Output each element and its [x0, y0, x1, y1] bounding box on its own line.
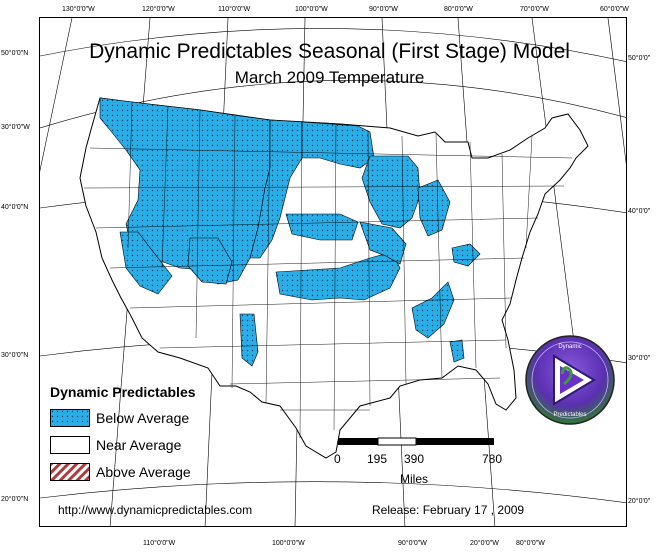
lat-tick-right: 20°0'0"	[628, 498, 651, 505]
region-boundary	[109, 257, 525, 269]
logo-bottom-text: Predictables	[553, 412, 586, 418]
lon-tick-bottom: 20°0'0"W	[470, 540, 499, 547]
lat-tick-left: 30°0'0"W	[1, 124, 30, 131]
graticule-meridian	[607, 18, 626, 165]
lon-tick-top: 100°0'0"W	[295, 6, 328, 13]
region-boundary	[401, 135, 407, 385]
region-boundary	[299, 121, 303, 439]
lon-tick-bottom: 80°0'0"W	[516, 540, 545, 547]
region-boundary	[265, 119, 271, 404]
lon-tick-top: 90°0'0"W	[369, 6, 398, 13]
region-boundary	[333, 123, 337, 431]
legend-title: Dynamic Predictables	[50, 384, 196, 400]
logo-top-text: Dynamic	[558, 344, 581, 350]
scale-tick-label: 195	[367, 452, 388, 466]
region-boundary	[129, 297, 513, 309]
region-new-mexico	[239, 313, 259, 367]
region-boundary	[367, 129, 371, 407]
map-title: Dynamic Predictables Seasonal (First Sta…	[89, 40, 570, 63]
lon-tick-bottom: 100°0'0"W	[272, 540, 305, 547]
region-nebraska	[285, 213, 359, 241]
region-boundary	[195, 109, 201, 339]
region-boundary	[435, 133, 443, 379]
region-iowa-illinois	[359, 221, 407, 265]
map-canvas	[40, 18, 626, 526]
lat-tick-right: 40°0'0"	[628, 208, 651, 215]
region-boundary	[469, 141, 477, 369]
region-gulf	[449, 339, 465, 363]
graticule-parallel	[40, 28, 626, 62]
legend-label: Near Average	[96, 437, 182, 453]
legend-item-below-average: Below Average	[50, 409, 189, 427]
scale-tick-label: 780	[482, 452, 503, 466]
lon-tick-top: 70°0'0"W	[520, 6, 549, 13]
lat-tick-left: 50°0'0"N	[1, 50, 29, 57]
lon-tick-top: 110°0'0"W	[218, 6, 251, 13]
legend-swatch-below	[50, 409, 90, 427]
legend-label: Above Average	[96, 464, 191, 480]
legend-item-above-average: Above Average	[50, 463, 191, 481]
legend-swatch-above	[50, 463, 90, 481]
graticule-meridian	[40, 18, 73, 172]
map-frame	[39, 17, 627, 527]
scale-tick-label: 0	[334, 452, 341, 466]
lon-tick-bottom: 90°0'0"W	[398, 540, 427, 547]
legend-label: Below Average	[96, 410, 190, 426]
region-upper-midwest	[361, 155, 421, 229]
lat-tick-right: 30°0'0"	[628, 355, 651, 362]
region-northern-plains	[301, 121, 375, 169]
region-boundary	[95, 217, 539, 229]
region-boundary	[159, 339, 507, 349]
scale-tick-label: 390	[404, 452, 425, 466]
legend-swatch-near	[50, 436, 90, 454]
lon-tick-bottom: 110°0'0"W	[143, 540, 176, 547]
region-michigan	[417, 179, 451, 237]
lat-tick-left: 20°0'0"N	[1, 496, 29, 503]
lat-tick-right: 50°0'0"	[628, 55, 651, 62]
region-mississippi	[411, 281, 455, 339]
region-boundary	[525, 135, 533, 249]
map-subtitle: March 2009 Temperature	[234, 68, 425, 87]
legend-item-near-average: Near Average	[50, 436, 181, 454]
lon-tick-top: 80°0'0"W	[444, 6, 473, 13]
region-great-basin	[119, 231, 173, 295]
dynamic-predictables-logo: Dynamic Predictables	[525, 335, 615, 425]
scale-unit-label: Miles	[400, 472, 429, 486]
region-boundary	[89, 147, 573, 159]
lon-tick-top: 120°0'0"W	[142, 6, 175, 13]
graticule-parallel	[40, 481, 626, 504]
release-date: Release: February 17 , 2009	[372, 503, 525, 517]
lat-tick-left: 40°0'0"N	[1, 204, 29, 211]
region-boundary	[127, 101, 133, 249]
region-boundaries	[83, 101, 573, 439]
region-boundary	[229, 377, 501, 385]
lon-tick-top: 60°0'0"W	[600, 6, 629, 13]
region-boundary	[83, 185, 565, 189]
region-boundary	[231, 115, 236, 389]
lat-tick-left: 30°0'0"N	[1, 352, 29, 359]
lon-tick-top: 130°0'0"W	[62, 6, 95, 13]
website-url[interactable]: http://www.dynamicpredictables.com	[58, 503, 253, 517]
graticule-meridian	[531, 18, 581, 389]
scale-bar-graphic	[338, 437, 494, 446]
region-boundary	[161, 105, 169, 269]
